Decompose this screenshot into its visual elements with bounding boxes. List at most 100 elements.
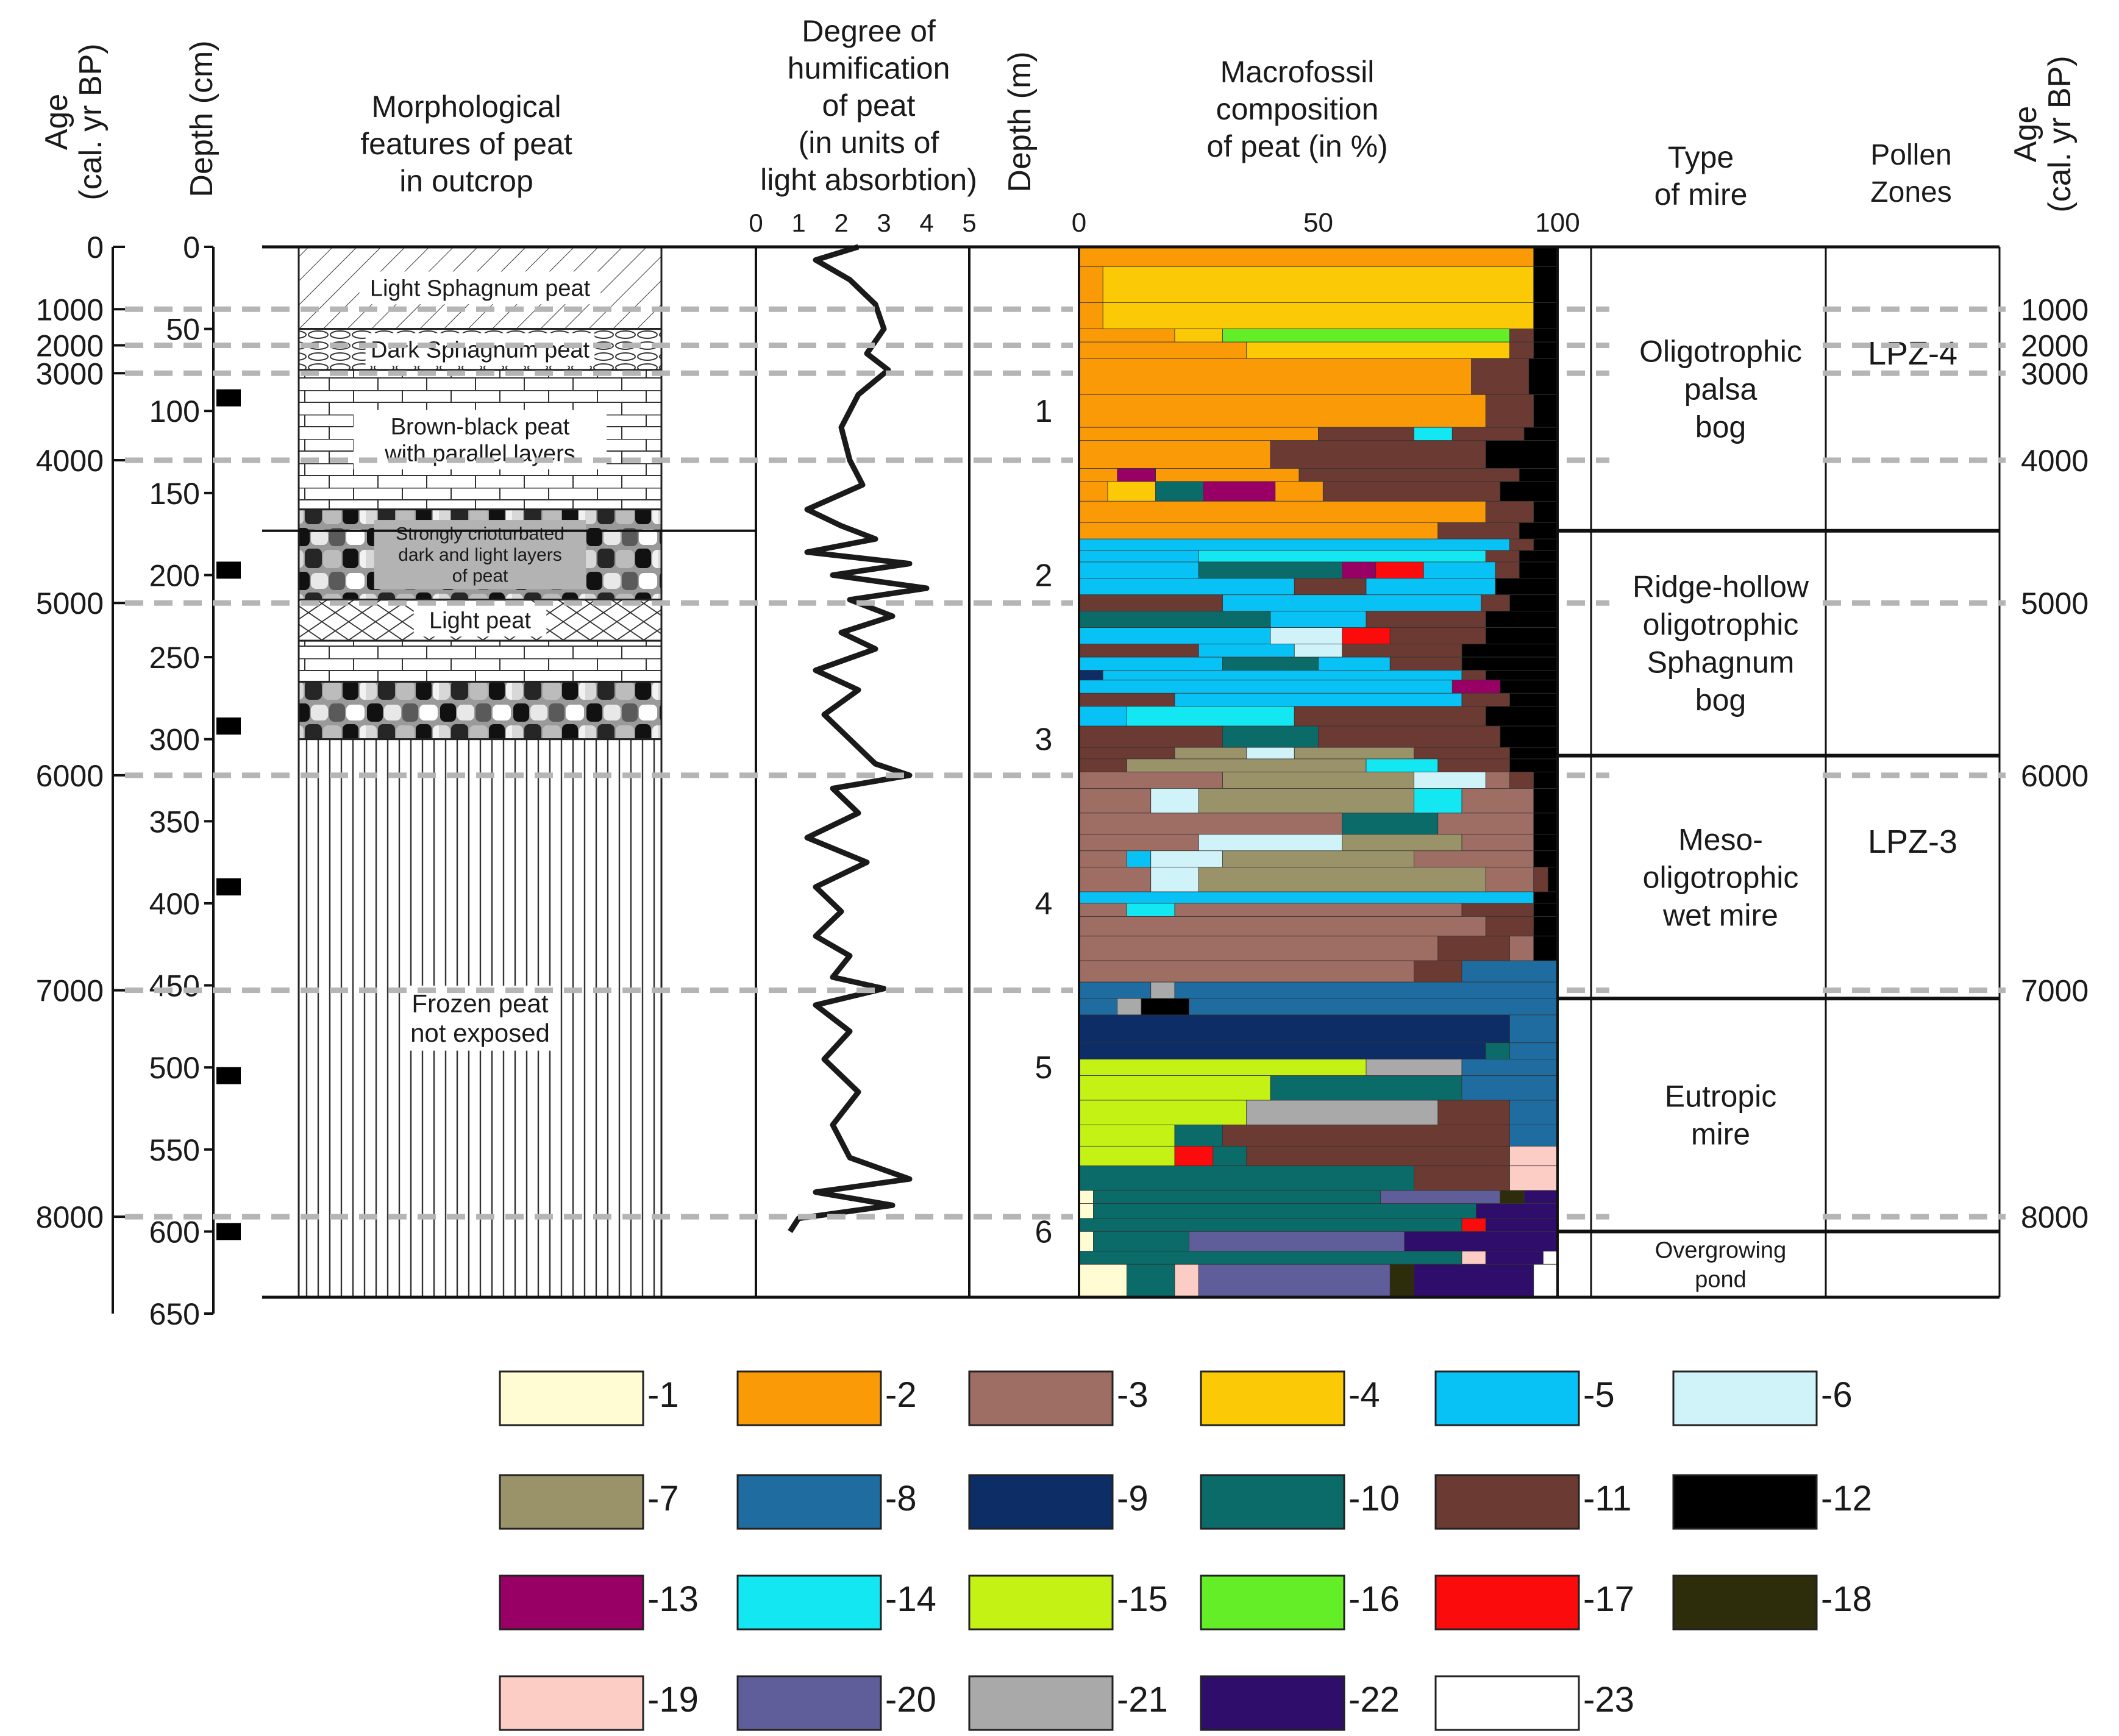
left-age-tick-label: 6000 xyxy=(36,759,104,793)
macrofossil-segment xyxy=(1461,960,1558,983)
macrofossil-segment xyxy=(1414,788,1462,814)
morphology-title: Morphological features of peat in outcro… xyxy=(360,90,572,198)
macrofossil-segment xyxy=(1078,594,1223,612)
left-age-tick-label: 0 xyxy=(87,230,104,265)
right-age-tick-label: 7000 xyxy=(2021,974,2089,1008)
macrofossil-segment xyxy=(1414,850,1534,868)
macrofossil-segment xyxy=(1509,1100,1558,1125)
macrofossil-segment xyxy=(1380,1190,1501,1204)
macrofossil-segment xyxy=(1078,427,1319,441)
macrofossil-segment xyxy=(1461,1059,1558,1076)
macrofossil-segment xyxy=(1476,1203,1558,1219)
macrofossil-segment xyxy=(1342,644,1462,658)
morphology-layer xyxy=(297,639,663,683)
macrofossil-segment xyxy=(1461,1218,1486,1232)
legend-swatch xyxy=(1672,1474,1818,1530)
mire-type-label: wet mire xyxy=(1662,898,1778,932)
macrofossil-segment xyxy=(1078,834,1199,852)
dated-sample-marker xyxy=(216,1223,241,1240)
macrofossil-segment xyxy=(1523,1190,1558,1204)
macrofossil-segment xyxy=(1078,960,1414,983)
depth-cm-tick-label: 400 xyxy=(149,887,200,921)
macrofossil-segment xyxy=(1078,302,1103,330)
depth-m-tick: 3 xyxy=(1035,722,1053,758)
macrofossil-segment xyxy=(1246,1100,1439,1125)
macrofossil-segment xyxy=(1298,468,1520,482)
macrofossil-segment xyxy=(1174,1264,1199,1298)
morphology-label-box xyxy=(401,986,560,1051)
macrofossil-segment xyxy=(1078,903,1127,917)
legend-swatch xyxy=(1434,1370,1580,1426)
dated-sample-marker xyxy=(216,561,241,579)
macrofossil-segment xyxy=(1533,772,1558,789)
macrofossil-segment xyxy=(1078,394,1486,428)
morphology-layer-label: Strongly crioturbated xyxy=(396,524,564,544)
macrofossil-segment xyxy=(1485,550,1520,563)
macrofossil-segment xyxy=(1500,1190,1525,1204)
legend-label: -5 xyxy=(1583,1375,1615,1415)
macrofossil-segment xyxy=(1078,1124,1175,1147)
legend-swatch xyxy=(1672,1574,1818,1631)
macrofossil-segment xyxy=(1127,1264,1175,1298)
macrofossil-segment xyxy=(1437,758,1510,772)
legend-swatch xyxy=(499,1574,644,1631)
macrofossil-segment xyxy=(1519,550,1558,563)
depth-cm-tick-label: 0 xyxy=(183,230,200,265)
macrofossil-segment xyxy=(1078,916,1486,937)
depth-m-tick: 2 xyxy=(1035,558,1053,593)
macrofossil-segment xyxy=(1093,1203,1476,1219)
macrofossil-segment xyxy=(1294,706,1486,727)
mire-type-label: Ridge-hollow xyxy=(1633,570,1809,604)
pollen-zone-label: LPZ-3 xyxy=(1868,824,1957,860)
right-age-title-line-1: Age xyxy=(2008,106,2043,163)
macrofossil-segment xyxy=(1174,1145,1214,1167)
macrofossil-segment xyxy=(1485,670,1558,681)
macrofossil-x-tick: 50 xyxy=(1303,208,1333,238)
legend-label: -8 xyxy=(885,1479,917,1518)
dated-sample-marker xyxy=(216,1067,241,1084)
legend-label: -6 xyxy=(1821,1375,1853,1415)
morphology-label-box xyxy=(413,603,547,637)
macrofossil-segment xyxy=(1155,468,1300,482)
mire-type-label: Sphagnum xyxy=(1647,646,1795,680)
legend-swatch xyxy=(1200,1474,1345,1530)
macrofossil-segment xyxy=(1389,1264,1414,1298)
macrofossil-segment xyxy=(1485,500,1534,523)
macrofossil-segment xyxy=(1078,1251,1462,1265)
legend-label: -16 xyxy=(1348,1579,1400,1619)
macrofossil-segment xyxy=(1078,578,1295,596)
macrofossil-segment xyxy=(1078,468,1118,482)
legend-label: -3 xyxy=(1117,1375,1149,1415)
macrofossil-title-line: of peat (in %) xyxy=(1206,129,1387,163)
pollen-zones-title-line: Pollen xyxy=(1870,139,1951,171)
macrofossil-segment xyxy=(1543,1251,1558,1265)
macrofossil-segment xyxy=(1078,1145,1175,1167)
depth-m-title-text: Depth (m) xyxy=(1002,51,1038,192)
pollen-zones-title-line: Zones xyxy=(1870,176,1951,208)
humification-title-line: Degree of xyxy=(802,14,936,48)
left-age-tick-label: 2000 xyxy=(36,329,104,363)
right-age-tick-label: 8000 xyxy=(2021,1200,2089,1234)
macrofossil-segment xyxy=(1342,627,1391,644)
right-age-title-line-2: (cal. yr BP) xyxy=(2042,55,2078,212)
legend-label: -11 xyxy=(1583,1479,1632,1518)
legend-label: -13 xyxy=(647,1579,699,1619)
depth-m-tick: 5 xyxy=(1035,1050,1053,1086)
macrofossil-segment xyxy=(1509,1145,1558,1167)
legend-label: -7 xyxy=(647,1479,679,1518)
depth-cm-tick-label: 50 xyxy=(166,313,200,347)
macrofossil-segment xyxy=(1270,440,1486,469)
legend-swatch xyxy=(499,1474,644,1530)
macrofossil-segment xyxy=(1485,1251,1544,1265)
legend-label: -18 xyxy=(1821,1579,1872,1619)
macrofossil-segment xyxy=(1533,341,1558,359)
macrofossil-segment xyxy=(1294,747,1414,760)
right-age-tick-label: 2000 xyxy=(2021,329,2089,363)
macrofossil-segment xyxy=(1222,594,1481,612)
left-age-tick-label: 1000 xyxy=(36,293,104,327)
macrofossil-segment xyxy=(1533,936,1558,961)
macrofossil-segment xyxy=(1509,1124,1558,1147)
macrofossil-segment xyxy=(1174,329,1223,343)
